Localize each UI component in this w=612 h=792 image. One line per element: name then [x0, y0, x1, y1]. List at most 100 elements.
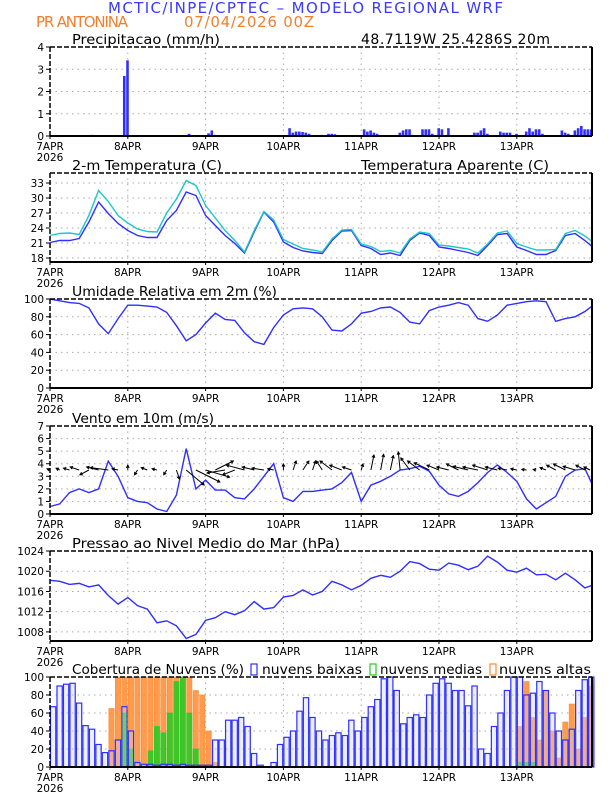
wind-vector	[341, 465, 352, 471]
wind-vector	[319, 460, 333, 471]
cloud-bar-nuvens-medias	[192, 748, 199, 768]
x-tick-label: 13APR	[500, 141, 534, 153]
cloud-bar-nuvens-baixas	[458, 689, 465, 768]
x-tick-label: 8APR	[114, 141, 142, 153]
y-tick-label: 1012	[17, 607, 44, 619]
y-tick-label: 1024	[17, 546, 44, 558]
precip-bar	[122, 75, 126, 136]
y-tick-label: 20	[31, 365, 44, 377]
cloud-bar-nuvens-baixas	[244, 725, 251, 768]
precip-bar	[528, 128, 531, 136]
y-tick-label: 33	[31, 178, 44, 190]
y-tick-label: 3	[37, 471, 44, 483]
wind-vector	[497, 466, 508, 471]
cloud-bar-nuvens-baixas	[328, 734, 336, 768]
wind-vector	[292, 460, 298, 471]
y-tick-label: 100	[24, 294, 44, 306]
wind-vector	[55, 467, 60, 471]
cloud-bar-nuvens-baixas	[62, 683, 70, 768]
y-tick-label: 4	[37, 459, 44, 471]
cloud-bar-nuvens-baixas	[289, 730, 297, 768]
cloud-bar-nuvens-altas	[140, 676, 147, 768]
wind-vector	[69, 465, 80, 471]
wind-vector	[370, 453, 376, 471]
precip-bar	[304, 132, 308, 136]
panel-title: Precipitacao (mm/h)	[72, 33, 220, 48]
panel-title: Cobertura de Nuvens (%)	[72, 663, 244, 678]
legend-label: nuvens altas	[499, 663, 591, 678]
cloud-bar-nuvens-baixas	[510, 676, 517, 768]
wind-vector	[574, 464, 586, 471]
temp-line	[49, 191, 593, 257]
x-tick-label: 12APR	[422, 267, 456, 279]
y-tick-label: 60	[31, 708, 44, 720]
precip-bar	[537, 129, 541, 136]
precip-bar	[187, 133, 191, 136]
wind-vector	[520, 467, 527, 472]
cloud-bar-nuvens-baixas	[419, 716, 426, 768]
cloud-bar-nuvens-altas	[134, 676, 141, 768]
wind-vector	[583, 466, 591, 471]
precip-bar	[430, 133, 434, 136]
panel-title: 2-m Temperatura (C)	[72, 159, 222, 174]
cloud-bar-nuvens-baixas	[121, 706, 128, 768]
rh-line	[49, 298, 593, 346]
x-tick-label: 11APR	[344, 267, 378, 279]
cloud-bar-nuvens-baixas	[516, 676, 524, 768]
y-tick-label: 5	[37, 446, 44, 458]
wind-vector	[140, 466, 148, 471]
cloud-bar-nuvens-baixas	[108, 750, 115, 768]
x-tick-label: 13APR	[500, 393, 534, 405]
x-tick-label: 11APR	[344, 393, 378, 405]
precip-bar	[437, 128, 440, 136]
cloud-bar-nuvens-baixas	[341, 734, 349, 768]
cloud-bar-nuvens-baixas	[224, 719, 232, 768]
precip-bar	[576, 128, 580, 136]
cloud-bar-nuvens-baixas	[412, 714, 420, 768]
x-year-label: 2026	[37, 404, 64, 416]
y-tick-label: 18	[31, 253, 44, 265]
y-tick-label: 1016	[17, 586, 44, 598]
wind-vector	[125, 464, 130, 470]
x-tick-label: 10APR	[266, 141, 300, 153]
wind-vector	[133, 469, 138, 476]
x-tick-label: 7APR	[36, 646, 64, 658]
cloud-bar-nuvens-baixas	[49, 706, 57, 768]
wind-vector	[250, 466, 265, 471]
wind-vector	[195, 469, 221, 483]
cloud-bar-nuvens-medias	[166, 712, 173, 768]
wind-vector	[328, 464, 342, 471]
main-title: MCTIC/INPE/CPTEC – MODELO REGIONAL WRF	[108, 0, 503, 17]
wind-vector	[552, 463, 566, 471]
precip-bar	[486, 133, 489, 136]
cloud-bar-nuvens-baixas	[231, 719, 238, 768]
x-tick-label: 10APR	[266, 646, 300, 658]
x-tick-label: 12APR	[422, 141, 456, 153]
y-tick-label: 0	[37, 762, 44, 774]
cloud-bar-nuvens-baixas	[114, 739, 122, 768]
x-tick-label: 9APR	[192, 141, 220, 153]
precip-bar	[307, 133, 311, 136]
precip-bar	[327, 133, 330, 136]
y-tick-label: 0	[37, 131, 44, 143]
x-tick-label: 11APR	[344, 519, 378, 531]
precip-bar	[502, 132, 505, 136]
precip-bar	[362, 129, 366, 136]
cloud-bar-nuvens-baixas	[400, 723, 407, 768]
y-tick-label: 1	[37, 496, 44, 508]
x-tick-label: 7APR	[36, 267, 64, 279]
wind-vector	[89, 466, 109, 471]
wind-vector	[509, 467, 517, 472]
cloud-bar-nuvens-baixas	[529, 692, 537, 768]
x-tick-label: 13APR	[500, 267, 534, 279]
precip-bar	[424, 129, 428, 136]
wind-vector	[85, 465, 99, 471]
cloud-bar-nuvens-baixas	[211, 739, 219, 768]
cloud-bar-nuvens-baixas	[302, 697, 310, 768]
wind-vector	[62, 467, 70, 471]
wind-vector	[435, 465, 449, 471]
cloud-bar-nuvens-baixas	[367, 706, 375, 768]
legend-swatch	[369, 663, 377, 676]
x-tick-label: 7APR	[36, 772, 64, 784]
y-tick-label: 80	[31, 690, 44, 702]
